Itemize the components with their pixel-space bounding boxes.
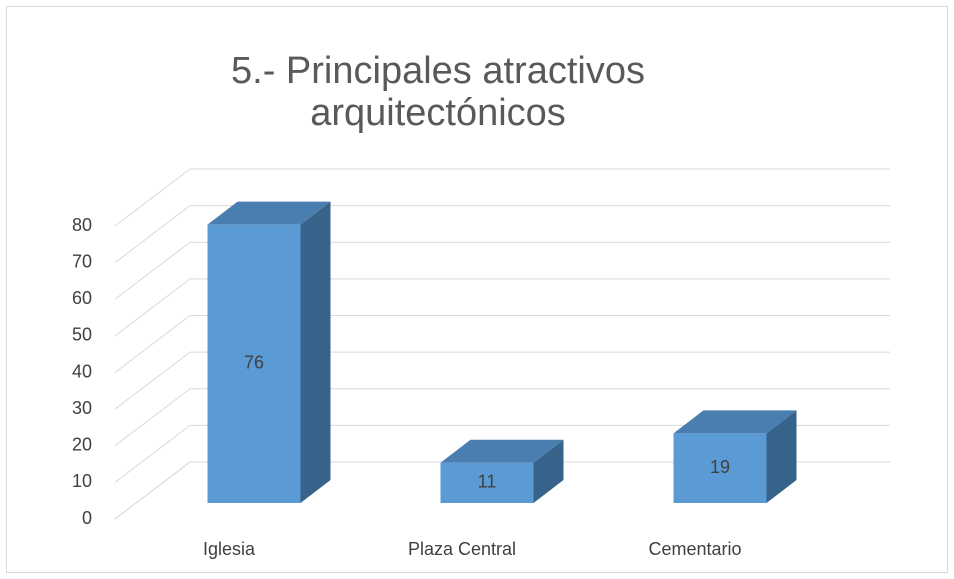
chart-title: 5.- Principales atractivos (231, 50, 645, 92)
y-tick-label: 50 (72, 325, 92, 345)
bar (673, 433, 767, 503)
y-tick-label: 0 (82, 508, 92, 528)
grid-line (114, 315, 191, 373)
bar-top (440, 439, 564, 463)
y-tick-label: 30 (72, 398, 92, 418)
floor-edge (114, 461, 191, 520)
grid-line (114, 388, 191, 447)
bar-top (207, 201, 331, 225)
grid-line (114, 205, 191, 264)
y-tick-label: 70 (72, 251, 92, 271)
grid-line (114, 241, 191, 300)
data-label: 11 (478, 472, 497, 492)
bar-side (766, 410, 797, 503)
grid-line (114, 424, 191, 483)
y-tick-label: 60 (72, 288, 92, 308)
bar-side (300, 201, 331, 503)
bar-top (673, 410, 797, 434)
y-tick-label: 20 (72, 435, 92, 455)
data-label: 19 (710, 457, 730, 477)
y-tick-label: 10 (72, 471, 92, 491)
data-label: 76 (244, 353, 264, 373)
bar (440, 462, 534, 503)
bar (207, 224, 301, 503)
x-tick-label: Iglesia (203, 539, 256, 559)
chart-title: arquitectónicos (310, 92, 566, 134)
y-tick-label: 40 (72, 361, 92, 381)
grid-line (114, 168, 191, 227)
y-tick-label: 80 (72, 215, 92, 235)
grid-line (114, 351, 191, 410)
grid-line (114, 278, 191, 337)
bar-side (533, 439, 564, 503)
x-tick-label: Cementario (648, 539, 741, 559)
x-tick-label: Plaza Central (408, 539, 516, 559)
